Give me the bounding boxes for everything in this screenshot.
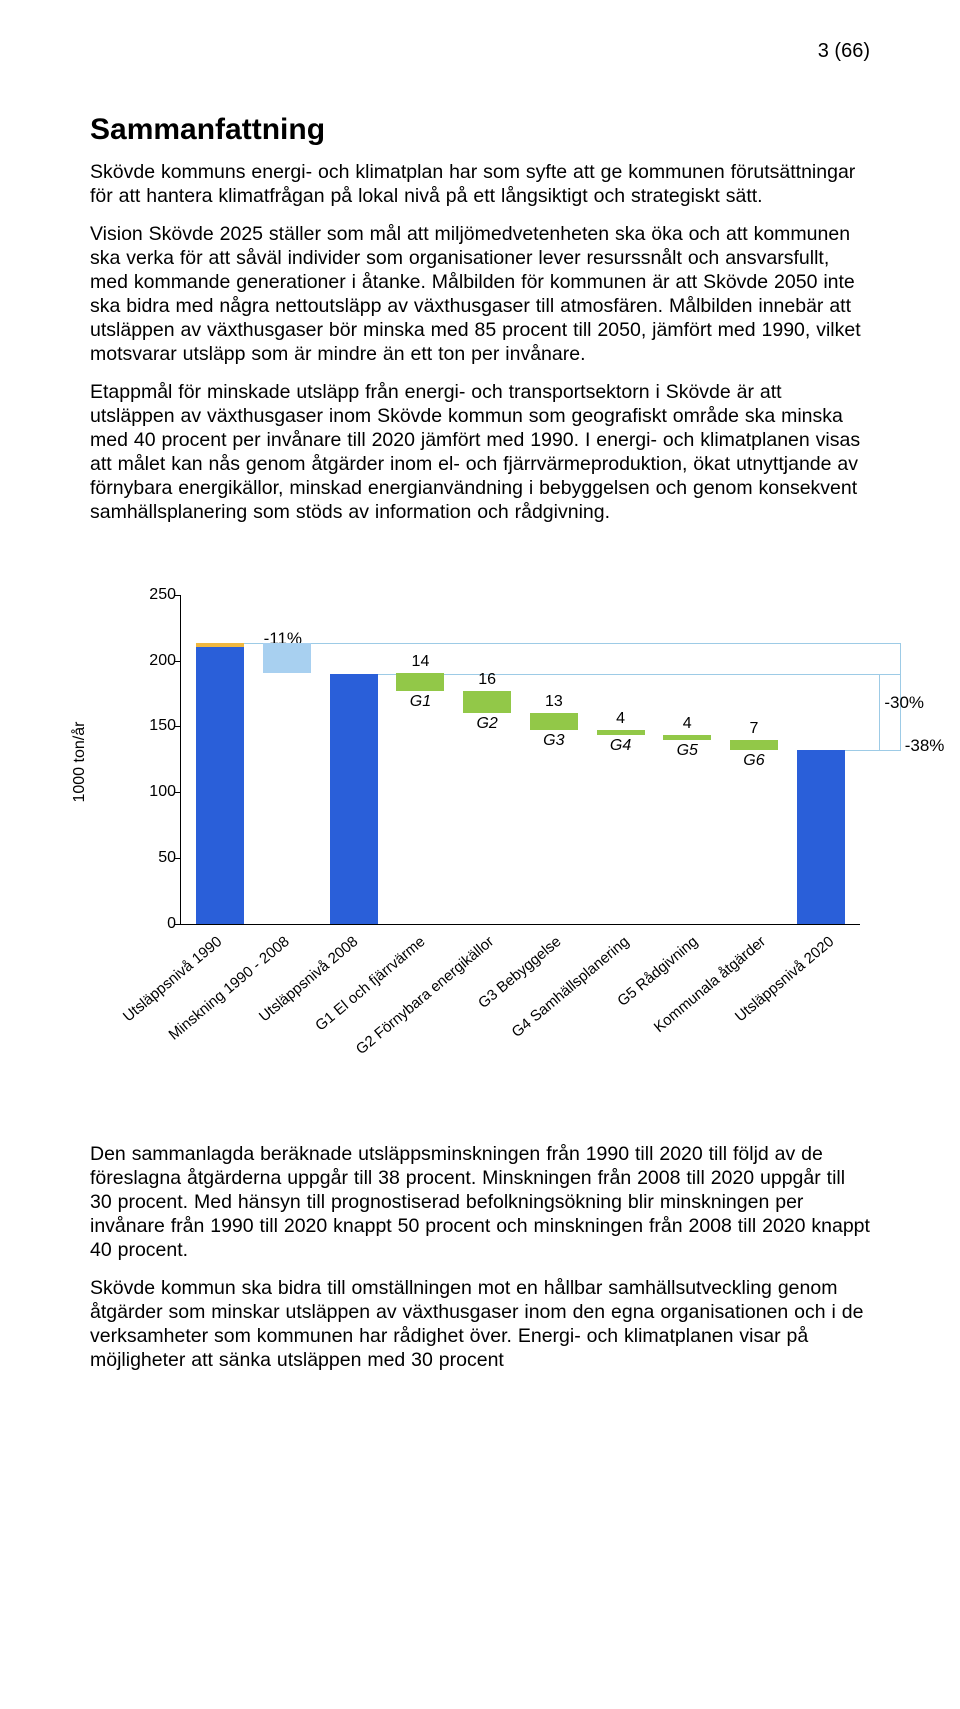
- bar-category-label: G6: [743, 752, 764, 770]
- bar-value-label: 4: [616, 710, 625, 728]
- chart-plot-area: 050100150200250-30%-38%-11%14G116G213G34…: [180, 595, 860, 925]
- x-axis-label: Kommunala åtgärder: [651, 933, 769, 1036]
- y-tick-label: 0: [136, 915, 176, 933]
- bar-slot: 16 G2: [454, 595, 521, 924]
- bar: [263, 643, 311, 673]
- bar-slot: [254, 595, 321, 924]
- x-axis-label: Minskning 1990 - 2008: [166, 933, 293, 1044]
- bar-slot: [320, 595, 387, 924]
- bar-category-label: G1: [410, 693, 431, 711]
- bar: 7G6: [730, 740, 778, 749]
- bar: [196, 643, 244, 923]
- bar-category-label: G4: [610, 737, 631, 755]
- reduction-30-label: -30%: [884, 693, 924, 713]
- page-title: Sammanfattning: [90, 113, 870, 147]
- bar: 4G4: [597, 730, 645, 735]
- y-tick-label: 250: [136, 586, 176, 604]
- y-tick-label: 200: [136, 652, 176, 670]
- paragraph-5: Skövde kommun ska bidra till omställning…: [90, 1277, 870, 1373]
- bar-category-label: G3: [543, 732, 564, 750]
- bar-value-label: 16: [478, 671, 496, 689]
- bar: 16G2: [463, 691, 511, 712]
- bar-slot: 4 G4: [587, 595, 654, 924]
- bar-category-label: G2: [476, 715, 497, 733]
- paragraph-3: Etappmål för minskade utsläpp från energ…: [90, 381, 870, 525]
- x-axis-label: G2 Förnybara energikällor: [353, 933, 497, 1058]
- page-number: 3 (66): [90, 40, 870, 63]
- y-axis-label: 1000 ton/år: [71, 721, 89, 802]
- bar-slot: 7 G6: [721, 595, 788, 924]
- bar: [797, 750, 845, 924]
- bar-slot: [187, 595, 254, 924]
- bar: 4G5: [663, 735, 711, 740]
- bar-slot: [787, 595, 854, 924]
- bar-category-label: G5: [677, 742, 698, 760]
- bar-slot: 14 G1: [387, 595, 454, 924]
- bar-value-label: 7: [750, 720, 759, 738]
- reduction-38-label: -38%: [905, 736, 945, 756]
- paragraph-1: Skövde kommuns energi- och klimatplan ha…: [90, 161, 870, 209]
- y-tick-label: 100: [136, 783, 176, 801]
- bar-slot: 4 G5: [654, 595, 721, 924]
- emissions-chart: 1000 ton/år 050100150200250-30%-38%-11%1…: [90, 595, 870, 1073]
- bar-slot: 13 G3: [521, 595, 588, 924]
- paragraph-4: Den sammanlagda beräknade utsläppsminskn…: [90, 1143, 870, 1263]
- bar: 13G3: [530, 713, 578, 730]
- bar: 14G1: [396, 673, 444, 691]
- bar-value-label: 14: [412, 653, 430, 671]
- x-axis-label: G4 Samhällsplanering: [509, 933, 633, 1041]
- bar-value-label: 4: [683, 715, 692, 733]
- paragraph-2: Vision Skövde 2025 ställer som mål att m…: [90, 223, 870, 367]
- y-tick-label: 50: [136, 849, 176, 867]
- y-tick-label: 150: [136, 717, 176, 735]
- x-axis-label: G1 El och fjärrvärme: [313, 933, 429, 1034]
- x-axis-labels: Utsläppsnivå 1990Minskning 1990 - 2008Ut…: [180, 933, 860, 1073]
- bar: [330, 674, 378, 924]
- bar-value-label: 13: [545, 693, 563, 711]
